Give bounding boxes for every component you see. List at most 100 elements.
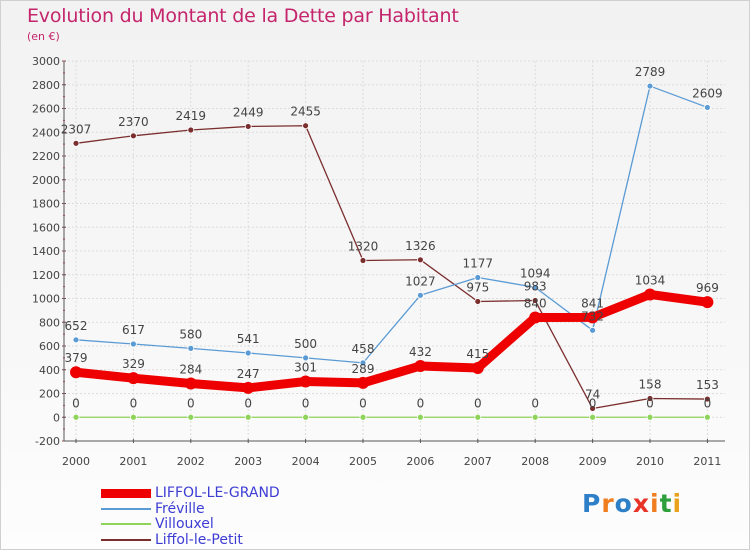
legend-label: Liffol-le-Petit <box>155 531 243 548</box>
data-label: 0 <box>417 396 425 410</box>
data-label: 74 <box>585 387 600 401</box>
data-point-0 <box>299 375 312 388</box>
x-tick-label: 2001 <box>119 455 147 468</box>
x-tick-label: 2010 <box>636 455 664 468</box>
data-point-2 <box>187 413 195 421</box>
data-point-0 <box>701 296 714 309</box>
y-tick-label: 2200 <box>32 150 60 163</box>
data-point-0 <box>644 288 656 301</box>
data-label: 1094 <box>520 266 551 280</box>
x-tick-label: 2008 <box>521 455 549 468</box>
chart-unit: (en €) <box>27 30 60 43</box>
data-point-3 <box>589 405 596 412</box>
data-label: 617 <box>122 323 145 337</box>
data-point-0 <box>184 377 197 390</box>
chart-title: Evolution du Montant de la Dette par Hab… <box>27 5 459 27</box>
data-label: 1034 <box>635 273 666 287</box>
data-label: 500 <box>294 337 317 351</box>
data-point-1 <box>474 274 482 281</box>
data-label: 2609 <box>692 86 723 100</box>
x-tick-label: 2006 <box>406 455 434 468</box>
data-label: 0 <box>646 396 654 410</box>
data-point-0 <box>242 381 255 394</box>
logo-letter: i <box>672 489 683 518</box>
legend-swatch <box>101 538 151 541</box>
y-tick-label: 200 <box>39 388 60 401</box>
x-tick-label: 2002 <box>177 455 205 468</box>
data-label: 1326 <box>405 239 436 253</box>
data-label: 969 <box>696 281 719 295</box>
data-point-2 <box>474 413 482 421</box>
y-tick-label: 2000 <box>32 174 60 187</box>
data-point-0 <box>586 311 599 324</box>
y-tick-label: 3000 <box>32 55 60 68</box>
data-label: 2449 <box>233 105 264 119</box>
data-point-1 <box>416 291 424 299</box>
logo-letter: P <box>582 489 602 518</box>
data-point-0 <box>127 372 140 385</box>
data-point-1 <box>531 283 539 291</box>
logo-letter: t <box>659 489 673 518</box>
data-point-3 <box>129 132 137 140</box>
data-point-2 <box>589 413 596 421</box>
y-tick-label: 1000 <box>32 293 60 306</box>
data-label: 2370 <box>118 115 149 129</box>
y-tick-label: 600 <box>39 340 60 353</box>
legend-label: Villouxel <box>155 516 214 532</box>
data-label: 379 <box>65 351 88 365</box>
legend-item: LIFFOL-LE-GRAND <box>101 485 361 501</box>
data-point-1 <box>589 326 596 334</box>
data-label: 158 <box>639 377 662 391</box>
x-tick-label: 2007 <box>464 455 492 468</box>
data-label: 0 <box>72 396 80 410</box>
data-label: 840 <box>524 297 547 311</box>
data-point-1 <box>244 349 252 357</box>
data-point-1 <box>359 359 367 367</box>
data-point-3 <box>646 395 654 402</box>
y-tick-label: -200 <box>35 435 60 448</box>
data-point-3 <box>244 123 252 130</box>
data-label: 284 <box>179 363 202 377</box>
data-point-3 <box>474 298 482 305</box>
data-label: 1027 <box>405 274 436 288</box>
data-label: 1320 <box>348 240 379 254</box>
logo-letter: i <box>650 489 660 518</box>
y-tick-label: 400 <box>39 364 60 377</box>
data-point-1 <box>704 104 711 111</box>
data-point-1 <box>646 82 654 90</box>
data-point-0 <box>70 366 82 379</box>
data-point-1 <box>72 336 80 344</box>
data-label: 0 <box>302 396 310 410</box>
data-label: 415 <box>466 347 489 361</box>
data-label: 841 <box>581 296 604 310</box>
data-point-3 <box>187 126 195 134</box>
x-tick-label: 2004 <box>292 455 320 468</box>
data-label: 0 <box>187 396 195 410</box>
legend-label: LIFFOL-LE-GRAND <box>155 485 280 501</box>
data-label: 329 <box>122 357 145 371</box>
legend-swatch <box>101 507 151 510</box>
series-line-3 <box>75 125 709 410</box>
data-label: 732 <box>581 309 604 323</box>
data-label: 2455 <box>290 105 321 119</box>
x-tick-label: 2009 <box>579 455 607 468</box>
data-label: 2419 <box>176 109 207 123</box>
y-tick-label: 2400 <box>32 126 60 139</box>
data-point-0 <box>414 359 427 372</box>
x-tick-label: 2005 <box>349 455 377 468</box>
data-point-2 <box>129 413 137 421</box>
legend-item: Fréville <box>101 501 361 517</box>
data-label: 975 <box>466 280 489 294</box>
legend-swatch <box>101 488 151 498</box>
logo-letter: r <box>601 489 615 518</box>
data-label: 432 <box>409 345 432 359</box>
x-tick-label: 2000 <box>62 455 90 468</box>
data-point-2 <box>646 413 654 421</box>
data-label: 0 <box>704 396 712 410</box>
data-label: 0 <box>589 396 597 410</box>
data-point-2 <box>302 413 310 421</box>
data-label: 580 <box>179 327 202 341</box>
x-tick-label: 2011 <box>693 455 721 468</box>
data-label: 0 <box>130 396 138 410</box>
